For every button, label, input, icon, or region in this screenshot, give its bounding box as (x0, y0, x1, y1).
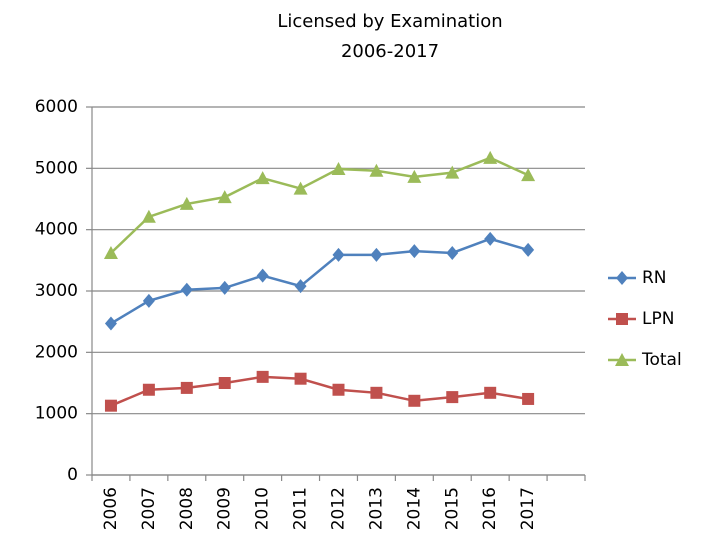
x-tick-label: 2010 (253, 487, 273, 530)
y-tick-label: 1000 (35, 404, 78, 424)
data-point (369, 163, 384, 177)
data-point (332, 383, 345, 396)
x-tick-label: 2014 (404, 487, 424, 530)
data-point (293, 181, 308, 195)
data-point (522, 392, 535, 405)
data-point (294, 372, 307, 385)
legend-marker (616, 271, 628, 285)
y-tick-label: 2000 (35, 342, 78, 362)
x-tick-label: 2017 (518, 487, 538, 530)
y-tick-label: 5000 (35, 158, 78, 178)
data-point (408, 394, 421, 407)
data-point (141, 209, 156, 223)
legend-label: RN (642, 268, 667, 288)
data-point (370, 247, 383, 262)
data-point (446, 245, 459, 260)
data-point (484, 231, 497, 246)
data-point (142, 383, 155, 396)
data-point (294, 279, 307, 294)
data-point (104, 316, 117, 331)
x-tick-label: 2009 (215, 487, 235, 530)
data-point (521, 168, 536, 182)
data-point (103, 245, 118, 259)
data-point (179, 196, 194, 210)
data-point (218, 280, 231, 295)
x-tick-label: 2011 (291, 487, 311, 530)
data-point (483, 150, 498, 164)
data-point (331, 161, 346, 175)
series-line (110, 375, 529, 407)
data-point (256, 370, 269, 383)
chart-subtitle: 2006-2017 (341, 41, 439, 62)
x-tick-label: 2015 (442, 487, 462, 530)
data-point (104, 399, 117, 412)
legend-label: Total (641, 350, 682, 370)
x-tick-label: 2007 (139, 487, 159, 530)
data-point (370, 386, 383, 399)
legend-marker (616, 313, 628, 325)
data-point (256, 268, 269, 283)
y-tick-label: 6000 (35, 97, 78, 117)
data-point (446, 391, 459, 404)
x-tick-label: 2006 (101, 487, 121, 530)
data-point (255, 171, 270, 185)
legend-marker (615, 353, 629, 366)
data-point (218, 377, 231, 389)
data-point (180, 381, 193, 394)
data-point (445, 165, 460, 179)
x-tick-label: 2012 (329, 487, 349, 530)
legend-label: LPN (642, 309, 674, 329)
series-line (110, 156, 529, 254)
data-point (522, 242, 535, 257)
data-point (484, 386, 497, 399)
x-tick-label: 2013 (366, 487, 386, 530)
data-point (408, 244, 421, 259)
data-point (142, 293, 155, 308)
y-tick-label: 3000 (35, 281, 78, 301)
data-point (407, 169, 422, 183)
series-line (110, 237, 529, 325)
data-point (217, 190, 232, 204)
data-point (332, 247, 345, 262)
x-tick-label: 2008 (177, 487, 197, 530)
x-tick-label: 2016 (480, 487, 500, 530)
chart-title: Licensed by Examination (277, 11, 502, 32)
data-point (180, 282, 193, 297)
y-tick-label: 4000 (35, 220, 78, 240)
y-tick-label: 0 (67, 465, 78, 485)
